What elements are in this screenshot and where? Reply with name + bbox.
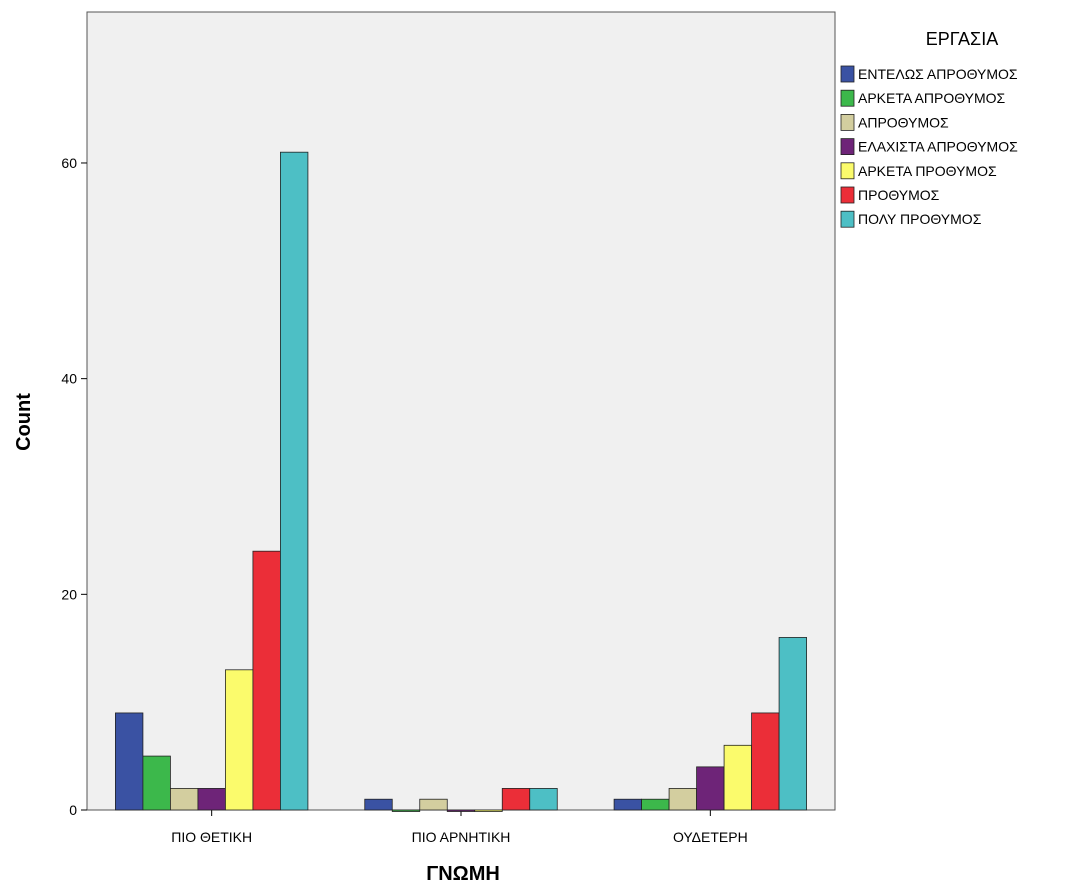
legend-swatch: [840, 210, 855, 228]
bar: [723, 744, 752, 811]
bar: [115, 712, 144, 811]
legend-label: ΠΟΛΥ ΠΡΟΘΥΜΟΣ: [858, 211, 982, 227]
bar: [197, 788, 226, 811]
y-axis: 0 20 40 60: [61, 155, 87, 818]
bar: [641, 798, 670, 811]
legend-label: ΑΡΚΕΤΑ ΠΡΟΘΥΜΟΣ: [858, 163, 997, 179]
legend-swatch: [840, 89, 855, 107]
bar: [613, 798, 642, 811]
x-tick-label: ΠΙΟ ΘΕΤΙΚΗ: [171, 829, 252, 845]
legend-swatch: [840, 65, 855, 83]
x-tick-label: ΟΥΔΕΤΕΡΗ: [673, 829, 748, 845]
y-tick-label: 0: [69, 802, 77, 818]
y-tick-label: 20: [61, 586, 77, 602]
legend-swatch: [840, 162, 855, 180]
bar: [364, 798, 393, 811]
x-axis-title: ΓΝΩΜΗ: [426, 863, 500, 885]
legend-label: ΕΛΑΧΙΣΤΑ ΑΠΡΟΘΥΜΟΣ: [858, 139, 1018, 155]
bar: [391, 809, 421, 812]
bar: [142, 755, 171, 811]
bar: [225, 669, 254, 811]
bar: [280, 151, 309, 811]
legend-label: ΑΡΚΕΤΑ ΑΠΡΟΘΥΜΟΣ: [858, 90, 1006, 106]
bar: [252, 550, 281, 811]
x-axis: ΠΙΟ ΘΕΤΙΚΗ ΠΙΟ ΑΡΝΗΤΙΚΗ ΟΥΔΕΤΕΡΗ: [171, 810, 748, 845]
legend-title: ΕΡΓΑΣΙΑ: [926, 29, 998, 49]
bar: [501, 788, 531, 811]
plot-area: [86, 11, 836, 811]
bar: [751, 712, 780, 811]
legend-label: ΠΡΟΘΥΜΟΣ: [858, 187, 940, 203]
bar: [696, 766, 725, 811]
legend-swatch: [840, 138, 855, 156]
bar: [529, 788, 558, 811]
bar: [419, 798, 448, 811]
legend-swatch: [840, 114, 855, 131]
bar: [446, 809, 476, 812]
x-tick-label: ΠΙΟ ΑΡΝΗΤΙΚΗ: [412, 829, 511, 845]
bar: [474, 809, 503, 812]
bars-group: [115, 151, 807, 812]
bar: [668, 788, 697, 811]
legend-label: ΕΝΤΕΛΩΣ ΑΠΡΟΘΥΜΟΣ: [858, 66, 1018, 82]
bar: [778, 637, 807, 811]
y-tick-label: 40: [61, 371, 77, 387]
legend-label: ΑΠΡΟΘΥΜΟΣ: [858, 114, 949, 130]
y-axis-title: Count: [13, 393, 35, 451]
y-tick-label: 60: [61, 155, 77, 171]
legend-swatch: [840, 186, 855, 204]
bar: [170, 788, 199, 811]
legend: ΕΡΓΑΣΙΑ ΕΝΤΕΛΩΣ ΑΠΡΟΘΥΜΟΣ ΑΡΚΕΤΑ ΑΠΡΟΘΥΜΟ…: [840, 29, 1018, 228]
